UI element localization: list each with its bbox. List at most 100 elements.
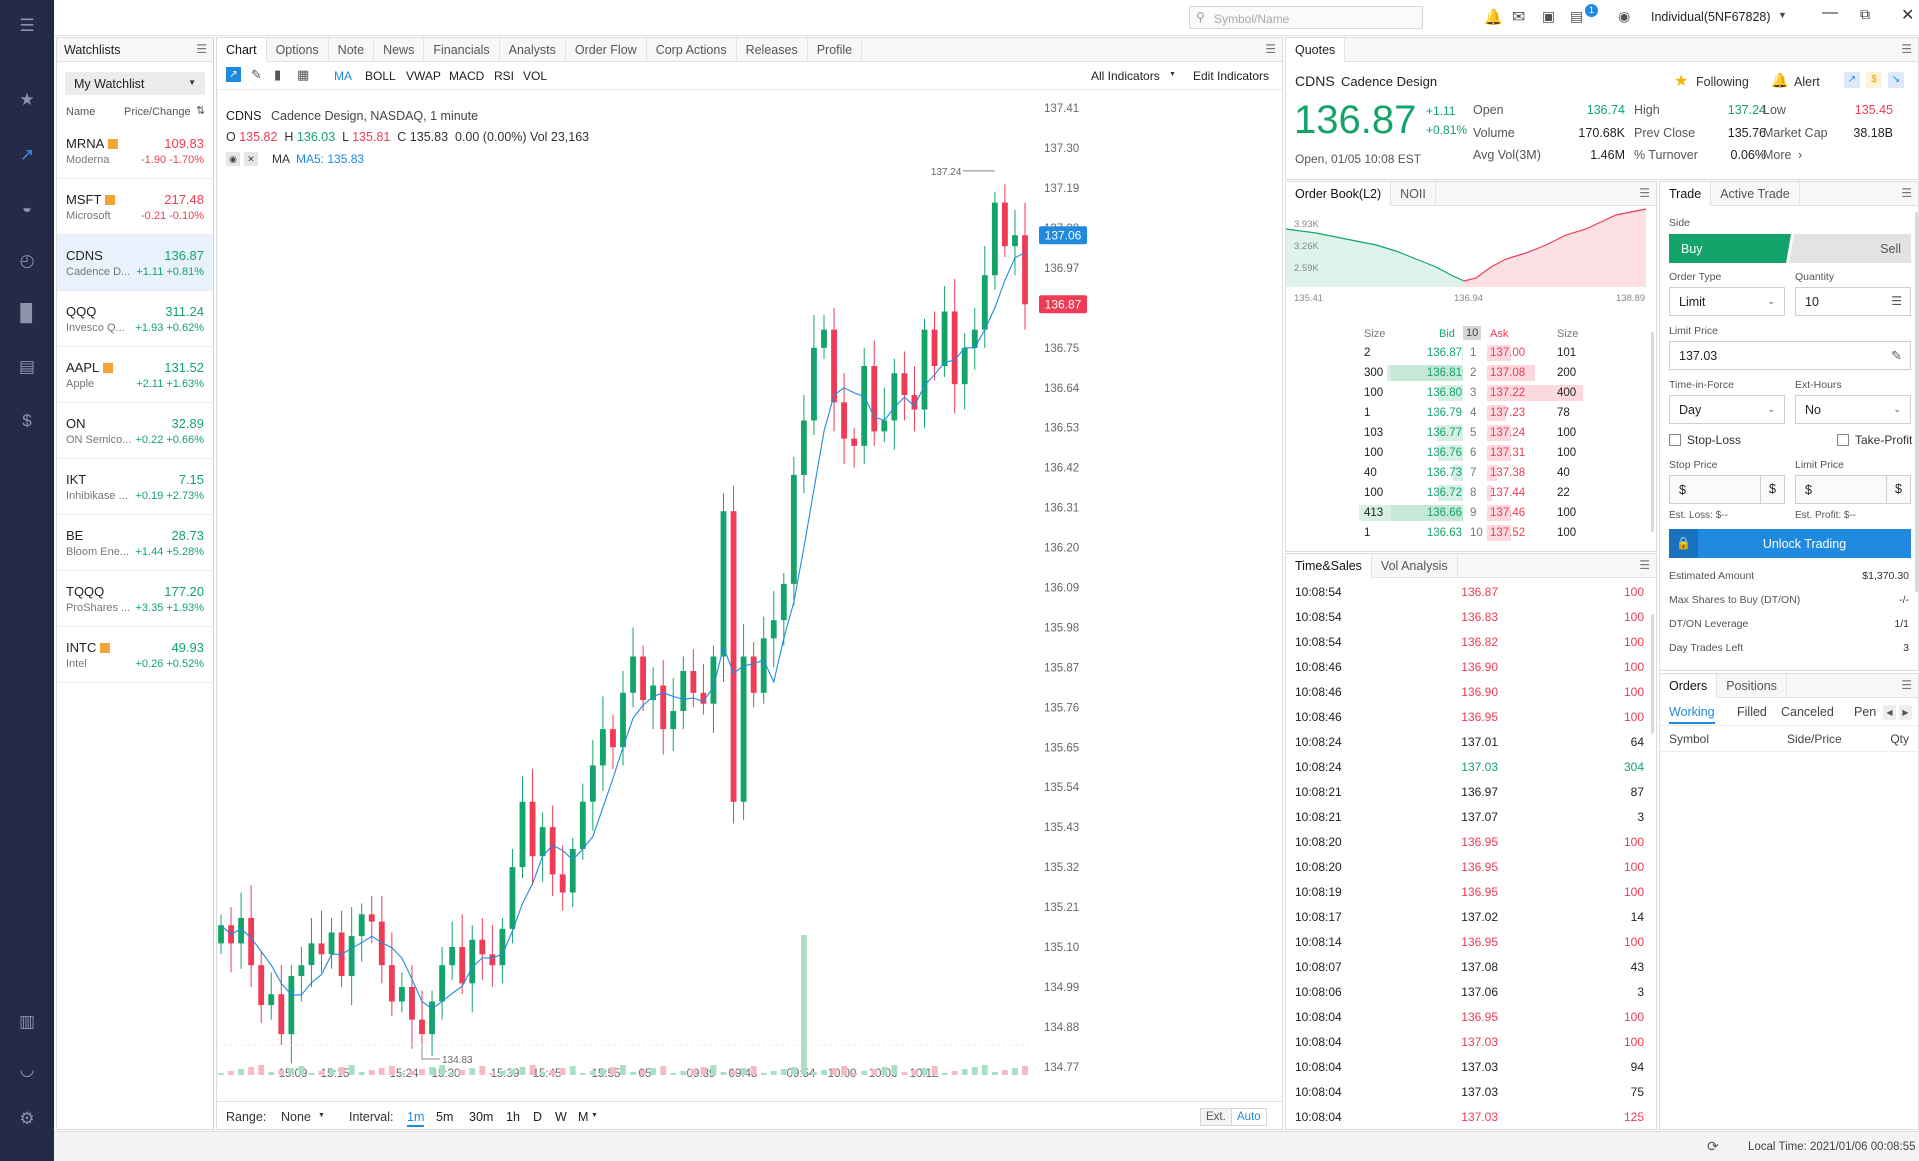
watchlist-row[interactable]: BE Bloom Ene... 28.73 +1.44 +5.28% xyxy=(57,515,213,571)
sort-icon[interactable]: ⇅ xyxy=(196,105,206,117)
take-profit-checkbox[interactable] xyxy=(1837,434,1849,446)
tab-trade[interactable]: Trade xyxy=(1660,181,1712,206)
refresh-icon[interactable]: ⟳ xyxy=(1707,1138,1719,1154)
quote-stat-label[interactable]: More xyxy=(1763,148,1792,162)
chevron-down-icon[interactable]: ▼ xyxy=(1778,10,1787,20)
watchlist-row[interactable]: TQQQ ProShares ... 177.20 +3.35 +1.93% xyxy=(57,571,213,627)
interval-d[interactable]: D xyxy=(533,1110,543,1124)
indicator-rsi[interactable]: RSI xyxy=(494,69,515,83)
indicator-boll[interactable]: BOLL xyxy=(365,69,396,83)
tab-options[interactable]: Options xyxy=(267,37,329,62)
range-selector[interactable]: None xyxy=(281,1110,311,1124)
interval-30m[interactable]: 30m xyxy=(469,1110,494,1124)
interval-5m[interactable]: 5m xyxy=(436,1110,454,1124)
tab-news[interactable]: News xyxy=(374,37,425,62)
ext-button[interactable]: Ext. xyxy=(1200,1108,1232,1126)
tab-positions[interactable]: Positions xyxy=(1717,673,1787,698)
orderbook-scrollbar[interactable] xyxy=(1651,332,1654,532)
panel-menu-icon[interactable]: ☰ xyxy=(1639,558,1650,572)
scroll-right-icon[interactable]: ▶ xyxy=(1899,705,1912,720)
orderbook-row[interactable]: 100 136.72 8 137.44 22 xyxy=(1286,483,1591,503)
paint-roller-icon[interactable]: ▉ xyxy=(14,301,40,327)
orderbook-row[interactable]: 1 136.63 10 137.52 100 xyxy=(1286,523,1591,543)
watchlist-row[interactable]: CDNS Cadence D... 136.87 +1.11 +0.81% xyxy=(57,235,213,291)
stop-loss-checkbox[interactable] xyxy=(1669,434,1681,446)
alert-bell-icon[interactable]: 🔔 xyxy=(1771,72,1789,88)
limit-price-input[interactable]: 137.03 ✎ xyxy=(1669,341,1911,370)
mail-icon[interactable]: ✉ xyxy=(1512,9,1526,26)
lock-icon[interactable]: ◉ xyxy=(1618,8,1631,24)
watchlist-selector[interactable]: My Watchlist ▼ xyxy=(65,72,205,95)
panel-menu-icon[interactable]: ☰ xyxy=(196,42,207,56)
settings-icon[interactable]: ⚙ xyxy=(14,1106,40,1132)
panel-menu-icon[interactable]: ☰ xyxy=(1901,186,1912,200)
watchlist-row[interactable]: AAPL Apple 131.52 +2.11 +1.63% xyxy=(57,347,213,403)
orderbook-row[interactable]: 100 136.76 6 137.31 100 xyxy=(1286,443,1591,463)
panel-menu-icon[interactable]: ☰ xyxy=(1639,186,1650,200)
indicator-vwap[interactable]: VWAP xyxy=(406,69,441,83)
restore-icon[interactable]: ⧉ xyxy=(1860,6,1870,22)
close-icon[interactable]: ✕ xyxy=(244,152,258,166)
trend-link-icon[interactable]: ↘ xyxy=(1888,72,1904,88)
watchlist-row[interactable]: MSFT Microsoft 217.48 -0.21 -0.10% xyxy=(57,179,213,235)
orderbook-row[interactable]: 40 136.73 7 137.38 40 xyxy=(1286,463,1591,483)
orderbook-row[interactable]: 1 136.79 4 137.23 78 xyxy=(1286,403,1591,423)
tab-noii[interactable]: NOII xyxy=(1391,181,1436,206)
tab-chart[interactable]: Chart xyxy=(217,37,267,62)
auto-button[interactable]: Auto xyxy=(1231,1108,1267,1126)
interval-1h[interactable]: 1h xyxy=(506,1110,520,1124)
following-button[interactable]: Following xyxy=(1696,75,1749,89)
orderbook-row[interactable]: 300 136.81 2 137.08 200 xyxy=(1286,363,1591,383)
edit-icon[interactable]: ✎ xyxy=(1891,348,1902,363)
tab-active-trade[interactable]: Active Trade xyxy=(1711,181,1800,206)
order-type-select[interactable]: Limit ⌄ xyxy=(1669,287,1785,316)
tab-financials[interactable]: Financials xyxy=(424,37,500,62)
sell-button[interactable]: Sell xyxy=(1789,234,1911,263)
wallet-icon[interactable]: ▤ xyxy=(14,354,40,380)
eye-icon[interactable]: ◉ xyxy=(226,152,240,166)
tab-quotes[interactable]: Quotes xyxy=(1286,38,1346,62)
indicator-vol[interactable]: VOL xyxy=(523,69,548,83)
interval-1m[interactable]: 1m xyxy=(407,1110,425,1127)
dollar-link-icon[interactable]: $ xyxy=(1866,72,1882,88)
orders-subtab-canceled[interactable]: Canceled xyxy=(1781,705,1834,719)
quantity-input[interactable]: 10 ☰ xyxy=(1795,287,1911,316)
ext-hours-select[interactable]: No ⌄ xyxy=(1795,395,1911,424)
chart-icon[interactable]: ↗ xyxy=(14,142,40,168)
chart-link-icon[interactable]: ↗ xyxy=(1844,72,1860,88)
orderbook-row[interactable]: 100 136.80 3 137.22 400 xyxy=(1286,383,1591,403)
orders-subtab-filled[interactable]: Filled xyxy=(1737,705,1767,719)
layout-grid-icon[interactable]: ▦ xyxy=(297,67,310,82)
book-icon[interactable]: ▥ xyxy=(14,1009,40,1035)
price-chart[interactable]: 137.41137.30137.19137.08136.97136.86136.… xyxy=(217,90,1282,1090)
unlock-trading-button[interactable]: 🔒 Unlock Trading xyxy=(1669,529,1911,558)
tab-orders[interactable]: Orders xyxy=(1660,673,1718,698)
orderbook-row[interactable]: 2 136.87 1 137.00 101 xyxy=(1286,343,1591,363)
watchlist-row[interactable]: MRNA Moderna 109.83 -1.90 -1.70% xyxy=(57,123,213,179)
close-icon[interactable]: ✕ xyxy=(1901,7,1915,24)
interval-w[interactable]: W xyxy=(555,1110,567,1124)
star-icon[interactable]: ★ xyxy=(1674,73,1689,90)
buy-button[interactable]: Buy xyxy=(1669,234,1791,263)
message-icon[interactable]: ▤ xyxy=(1570,8,1584,24)
panel-menu-icon[interactable]: ☰ xyxy=(1265,42,1276,56)
tab-note[interactable]: Note xyxy=(329,37,375,62)
indicator-macd[interactable]: MACD xyxy=(449,69,485,83)
dollar-icon[interactable]: $ xyxy=(14,408,40,434)
tif-select[interactable]: Day ⌄ xyxy=(1669,395,1785,424)
level-selector[interactable]: 10 xyxy=(1463,326,1482,340)
tab-profile[interactable]: Profile xyxy=(808,37,863,62)
indicator-ma[interactable]: MA xyxy=(334,69,352,83)
tab-releases[interactable]: Releases xyxy=(737,37,808,62)
menu-icon[interactable]: ☰ xyxy=(14,13,40,39)
headset-icon[interactable]: ◡ xyxy=(14,1057,40,1083)
tab-time-sales[interactable]: Time&Sales xyxy=(1286,553,1372,578)
timesales-scrollbar[interactable] xyxy=(1651,614,1654,734)
tab-order-flow[interactable]: Order Flow xyxy=(566,37,647,62)
box-icon[interactable]: ▣ xyxy=(1542,8,1556,24)
pencil-icon[interactable]: ✎ xyxy=(251,67,262,82)
edit-indicators-button[interactable]: Edit Indicators xyxy=(1193,69,1270,83)
tab-order-book-l2-[interactable]: Order Book(L2) xyxy=(1286,181,1392,206)
interval-m[interactable]: M xyxy=(578,1110,589,1124)
bell-icon[interactable]: 🔔 xyxy=(1484,9,1503,26)
